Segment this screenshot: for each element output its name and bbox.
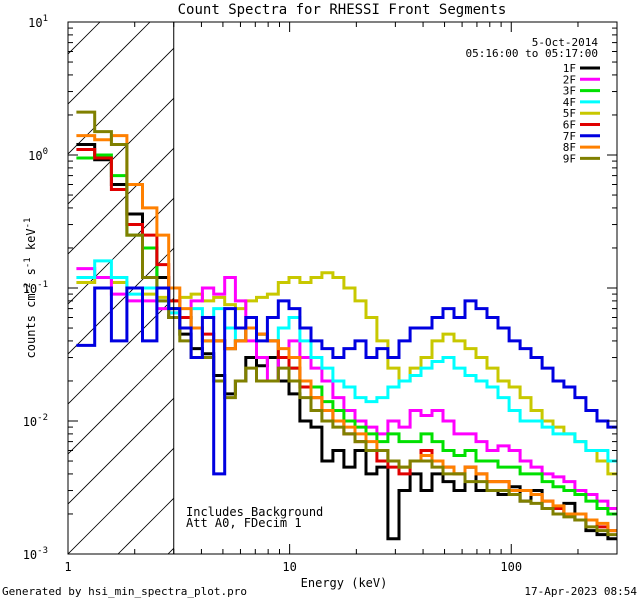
y-tick-label: 10-1: [23, 280, 48, 296]
legend-label-3f: 3F: [563, 85, 576, 98]
series-line-2f: [76, 267, 617, 510]
legend-label-7f: 7F: [563, 130, 576, 143]
series-group: [76, 110, 617, 541]
legend-label-1f: 1F: [563, 62, 576, 75]
annotation-background: Includes Background: [186, 505, 323, 519]
legend-label-9f: 9F: [563, 152, 576, 165]
hatch-line: [68, 197, 174, 305]
axis-ticks: [67, 21, 618, 555]
x-tick-label: 10: [282, 560, 296, 574]
legend-label-8f: 8F: [563, 141, 576, 154]
header-date: 5-Oct-2014: [532, 36, 599, 49]
y-tick-label: 101: [28, 14, 48, 30]
series-line-8f: [76, 134, 617, 533]
legend-label-4f: 4F: [563, 96, 576, 109]
x-axis-label: Energy (keV): [301, 576, 388, 590]
hatch-line: [68, 447, 174, 554]
hatch-line: [68, 397, 174, 505]
y-tick-label: 10-3: [23, 546, 48, 562]
header-time-range: 05:16:00 to 05:17:00: [466, 47, 598, 60]
legend-label-2f: 2F: [563, 73, 576, 86]
hatch-line: [68, 47, 174, 155]
y-axis-label: counts cm-2 s-1 keV-1: [23, 218, 38, 359]
series-line-9f: [76, 110, 617, 537]
legend-label-6f: 6F: [563, 119, 576, 132]
series-line-5f: [76, 271, 617, 476]
footer-generated-by: Generated by hsi_min_spectra_plot.pro: [2, 585, 247, 598]
y-tick-label: 100: [28, 147, 48, 163]
annotation-attenuator: Att A0, FDecim 1: [186, 516, 302, 530]
x-tick-label: 100: [500, 560, 522, 574]
hatch-line: [68, 22, 151, 105]
legend-label-5f: 5F: [563, 107, 576, 120]
y-tick-label: 10-2: [23, 413, 48, 429]
y-tick-labels: 10-3 10-2 10-1 100 101: [23, 14, 48, 562]
x-tick-labels: 1 10 100: [64, 560, 522, 574]
footer-timestamp: 17-Apr-2023 08:54: [524, 585, 637, 598]
x-tick-label: 1: [64, 560, 71, 574]
chart-title: Count Spectra for RHESSI Front Segments: [178, 2, 507, 18]
series-line-7f: [76, 286, 617, 476]
